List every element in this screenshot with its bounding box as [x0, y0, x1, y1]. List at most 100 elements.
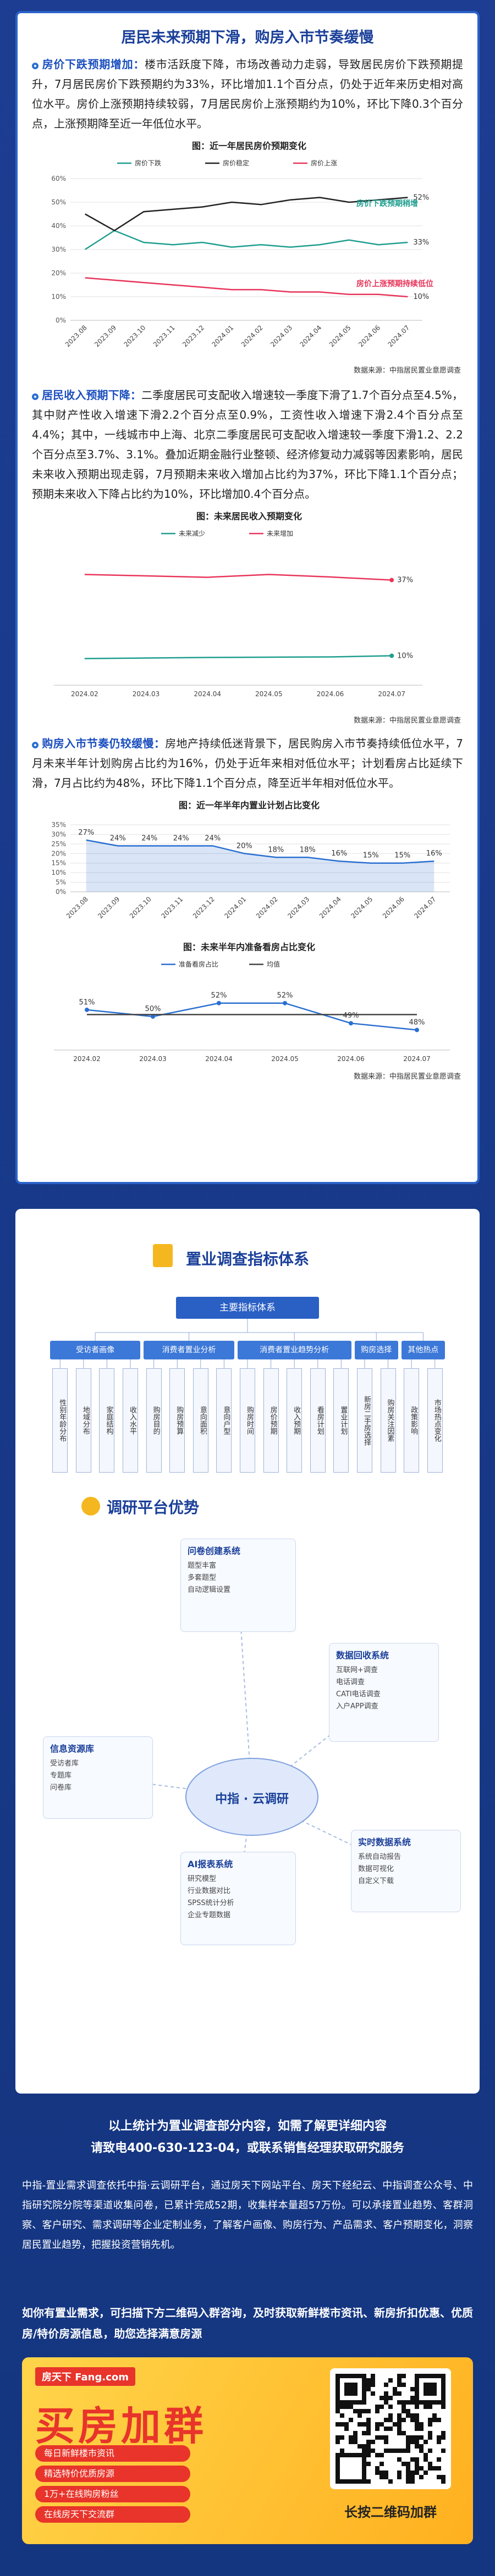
qr-cell: [353, 2400, 358, 2405]
qr-cell: [375, 2422, 380, 2427]
banner-bullet: 在线房天下交流群: [35, 2506, 190, 2523]
series-line: [86, 1002, 417, 1031]
leaf-node: 收入水平: [123, 1368, 139, 1473]
data-label: 24%: [173, 834, 189, 842]
x-tick-label: 2024.02: [255, 895, 279, 920]
qr-cell: [428, 2462, 432, 2466]
x-tick-label: 2023.08: [64, 324, 89, 348]
chart-title: 图：近一年半年内置业计划占比变化: [179, 800, 320, 810]
qr-cell: [336, 2405, 340, 2409]
qr-cell: [358, 2413, 362, 2418]
module-item: 题型丰富: [188, 1562, 217, 1570]
qr-cell: [437, 2440, 441, 2444]
x-tick-label: 2024.03: [133, 690, 160, 698]
qr-cell: [397, 2449, 402, 2453]
qr-cell: [336, 2378, 340, 2383]
annotation: 房价上涨预期持续低位: [356, 279, 433, 288]
qr-cell: [344, 2387, 349, 2391]
x-tick-label: 2023.11: [160, 895, 184, 920]
x-tick-label: 2023.12: [191, 895, 216, 920]
paragraph: 居民收入预期下降：二季度居民可支配收入增速较一季度下滑了1.7个百分点至4.5%…: [32, 385, 463, 504]
qr-cell: [366, 2479, 371, 2484]
qr-cell: [424, 2400, 428, 2405]
qr-cell: [358, 2409, 362, 2413]
qr-cell: [424, 2383, 428, 2387]
qr-cell: [402, 2462, 406, 2466]
qr-cell: [388, 2396, 393, 2400]
qr-cell: [340, 2413, 344, 2418]
qr-cell: [380, 2435, 384, 2440]
x-tick-label: 2024.07: [386, 324, 411, 348]
leaf-node: 购房时间: [240, 1368, 255, 1473]
qr-cell: [358, 2374, 362, 2378]
x-tick-label: 2024.03: [286, 895, 311, 920]
report-title: 居民未来预期下滑，购房入市节奏缓慢: [121, 29, 374, 46]
qr-cell: [406, 2466, 410, 2470]
qr-cell: [336, 2422, 340, 2427]
qr-cell: [437, 2466, 441, 2470]
leaf-node: 购房目的: [146, 1368, 162, 1473]
qr-cell: [393, 2449, 397, 2453]
qr-cell: [415, 2444, 419, 2449]
x-tick-label: 2024.02: [73, 1055, 101, 1063]
x-tick-label: 2024.06: [357, 324, 382, 348]
legend-label: 房价下跌: [135, 159, 161, 167]
qr-caption: 长按二维码加群: [344, 2505, 437, 2520]
center-cloud: [185, 1758, 318, 1836]
report-body: 房价下跌预期增加：楼市活跃度下降，市场改善动力走弱，导致居民房价下跌预期提升，7…: [32, 54, 463, 1084]
qr-cell: [432, 2387, 437, 2391]
qr-cell: [410, 2440, 415, 2444]
y-tick-label: 5%: [56, 879, 66, 886]
data-point: [389, 653, 394, 658]
qr-cell: [362, 2466, 366, 2470]
qr-cell: [410, 2387, 415, 2391]
qr-cell: [441, 2431, 446, 2435]
qr-cell: [380, 2462, 384, 2466]
qr-cell: [397, 2427, 402, 2431]
qr-cell: [340, 2479, 344, 2484]
qr-cell: [362, 2462, 366, 2466]
leaf-node: 政策影响: [404, 1368, 420, 1473]
qr-cell: [358, 2444, 362, 2449]
qr-cell: [397, 2413, 402, 2418]
qr-cell: [388, 2427, 393, 2431]
qr-cell: [406, 2444, 410, 2449]
qr-cell: [406, 2400, 410, 2405]
x-tick-label: 2023.09: [93, 324, 118, 348]
data-label: 52%: [211, 992, 227, 1000]
qr-cell: [441, 2449, 446, 2453]
qr-cell: [344, 2391, 349, 2396]
qr-cell: [441, 2396, 446, 2400]
x-tick-label: 2024.06: [381, 895, 406, 920]
qr-cell: [397, 2418, 402, 2422]
qr-cell: [340, 2422, 344, 2427]
contact-line: 请致电400-630-123-04，或联系销售经理获取研究服务: [91, 2141, 404, 2155]
qr-cell: [402, 2418, 406, 2422]
module-title: 实时数据系统: [358, 1837, 411, 1847]
x-tick-label: 2024.05: [271, 1055, 299, 1063]
qr-cell: [344, 2453, 349, 2457]
qr-cell: [424, 2453, 428, 2457]
qr-cell: [353, 2435, 358, 2440]
qr-code[interactable]: [330, 2368, 451, 2489]
qr-cell: [371, 2449, 375, 2453]
about-text: 中指-置业需求调查依托中指·云调研平台，通过房天下网站平台、房天下经纪云、中指调…: [22, 2180, 473, 2251]
qr-cell: [432, 2413, 437, 2418]
platform-module: 问卷创建系统 题型丰富 多套题型 自动逻辑设置: [180, 1539, 296, 1632]
qr-cell: [336, 2470, 340, 2475]
qr-cell: [428, 2431, 432, 2435]
module-item: 专题库: [50, 1772, 72, 1780]
qr-cell: [415, 2462, 419, 2466]
qr-cell: [366, 2409, 371, 2413]
branch-node: 消费者置业分析: [144, 1341, 234, 1359]
data-label: 27%: [78, 829, 94, 837]
platform-module: 实时数据系统 系统自动报告 数据可视化 自定义下载: [351, 1830, 461, 1912]
qr-cell: [415, 2405, 419, 2409]
qr-cell: [375, 2470, 380, 2475]
banner-headline: 买房加群: [35, 2403, 207, 2449]
qr-cell: [349, 2418, 353, 2422]
module-item: 电话调查: [336, 1678, 365, 1686]
x-tick-label: 2024.05: [255, 690, 283, 698]
qr-cell: [336, 2374, 340, 2378]
data-label: 18%: [268, 846, 284, 854]
